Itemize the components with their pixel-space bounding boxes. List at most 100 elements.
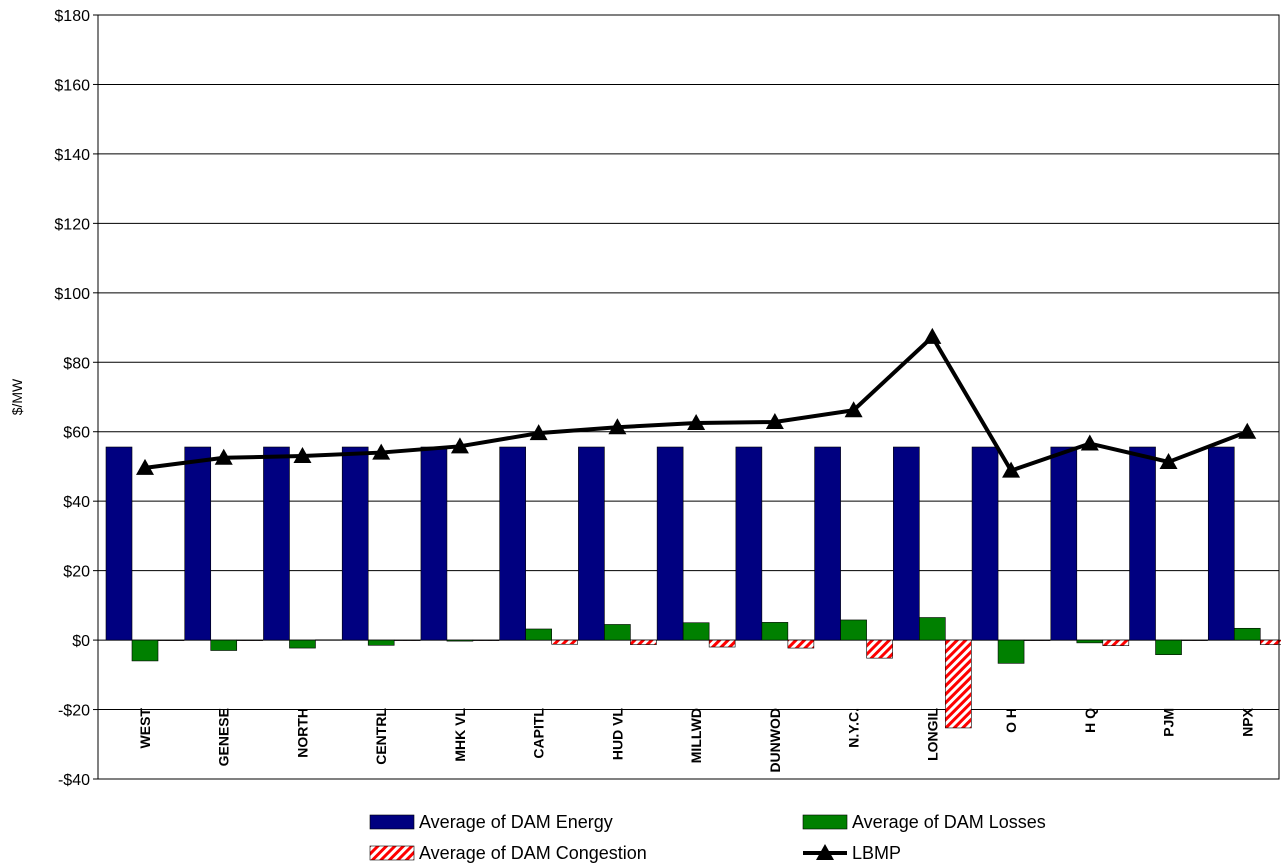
x-tick-label: O H	[1003, 708, 1019, 733]
bar	[499, 446, 526, 641]
marker	[214, 448, 233, 465]
bar	[315, 639, 342, 641]
x-tick-label: GENESE	[216, 708, 232, 766]
bar	[263, 446, 290, 641]
legend-label: Average of DAM Energy	[419, 812, 613, 832]
bar	[1023, 639, 1051, 641]
y-axis-label: $/MW	[9, 378, 25, 415]
legend-swatch	[369, 845, 415, 861]
bar	[525, 628, 552, 641]
marker	[450, 437, 469, 454]
y-tick-label: $20	[63, 564, 90, 581]
x-tick-label: N.Y.C.	[846, 708, 862, 748]
bar	[446, 639, 474, 642]
bar	[1259, 639, 1281, 645]
y-tick-label: -$40	[58, 772, 90, 789]
bar	[1102, 639, 1130, 646]
legend-swatch	[802, 814, 848, 830]
bar	[735, 446, 763, 641]
bar	[131, 639, 159, 662]
x-tick-label: CAPITL	[531, 708, 547, 759]
bar	[1076, 639, 1104, 644]
bar	[945, 639, 972, 729]
bar	[893, 446, 920, 641]
legend-swatch	[816, 844, 834, 860]
marker	[1080, 434, 1099, 451]
legend-swatch	[369, 814, 415, 830]
y-tick-label: $100	[54, 286, 90, 303]
y-tick-label: -$20	[58, 703, 90, 720]
marker	[608, 418, 627, 435]
bar	[761, 622, 789, 641]
legend-label: Average of DAM Congestion	[419, 843, 647, 863]
marker	[844, 401, 863, 418]
x-tick-label: HUD VL	[609, 708, 625, 761]
marker	[1002, 461, 1021, 478]
bar	[708, 639, 736, 648]
bar	[1207, 446, 1235, 641]
x-tick-label: WEST	[137, 708, 153, 749]
bar	[866, 639, 893, 659]
y-tick-label: $40	[63, 494, 90, 511]
x-tick-label: DUNWOD	[767, 708, 783, 773]
bar	[840, 619, 867, 641]
marker	[293, 447, 312, 464]
y-tick-label: $160	[54, 77, 90, 94]
y-tick-label: $60	[63, 425, 90, 442]
marker	[136, 458, 154, 475]
bar	[578, 446, 605, 641]
marker	[529, 424, 548, 441]
x-tick-label: NPX	[1239, 707, 1255, 736]
bar	[551, 639, 578, 645]
bar	[814, 446, 841, 641]
bar	[393, 639, 421, 641]
bar	[105, 446, 133, 641]
legend-label: LBMP	[852, 843, 901, 863]
y-tick-label: $120	[54, 216, 90, 233]
bar	[420, 446, 448, 641]
marker	[687, 414, 706, 431]
legend-label: Average of DAM Losses	[852, 812, 1046, 832]
bar	[997, 639, 1025, 664]
x-tick-label: MILLWD	[688, 708, 704, 763]
bar	[367, 639, 395, 646]
marker	[1238, 422, 1257, 439]
plot-area	[98, 15, 1279, 779]
bar	[971, 446, 999, 641]
bar	[210, 639, 238, 651]
bar	[1155, 639, 1182, 655]
bar	[289, 639, 316, 649]
marker	[1159, 452, 1178, 469]
bar	[630, 639, 657, 645]
plot-frame	[97, 14, 1280, 780]
bar	[1181, 639, 1208, 641]
x-tick-label: LONGIL	[924, 708, 940, 761]
bar	[184, 446, 212, 641]
y-tick-label: $0	[72, 633, 90, 650]
marker	[765, 413, 784, 430]
bar	[1233, 627, 1261, 641]
bar	[1129, 446, 1156, 641]
bar	[157, 639, 185, 641]
bar	[236, 639, 264, 641]
bar	[787, 639, 815, 649]
x-tick-label: CENTRL	[373, 708, 389, 765]
bar	[682, 622, 710, 641]
bar	[341, 446, 369, 641]
y-tick-label: $140	[54, 147, 90, 164]
marker	[372, 443, 391, 460]
bar	[472, 639, 500, 641]
x-tick-label: MHK VL	[452, 708, 468, 762]
marker	[923, 327, 942, 344]
x-tick-label: H Q	[1082, 708, 1098, 733]
bar	[604, 624, 631, 641]
x-tick-label: NORTH	[294, 708, 310, 758]
x-tick-label: PJM	[1161, 708, 1177, 737]
y-tick-label: $180	[54, 8, 90, 25]
bar	[656, 446, 684, 641]
y-tick-label: $80	[63, 355, 90, 372]
bar	[919, 617, 946, 641]
bar	[1050, 446, 1078, 641]
